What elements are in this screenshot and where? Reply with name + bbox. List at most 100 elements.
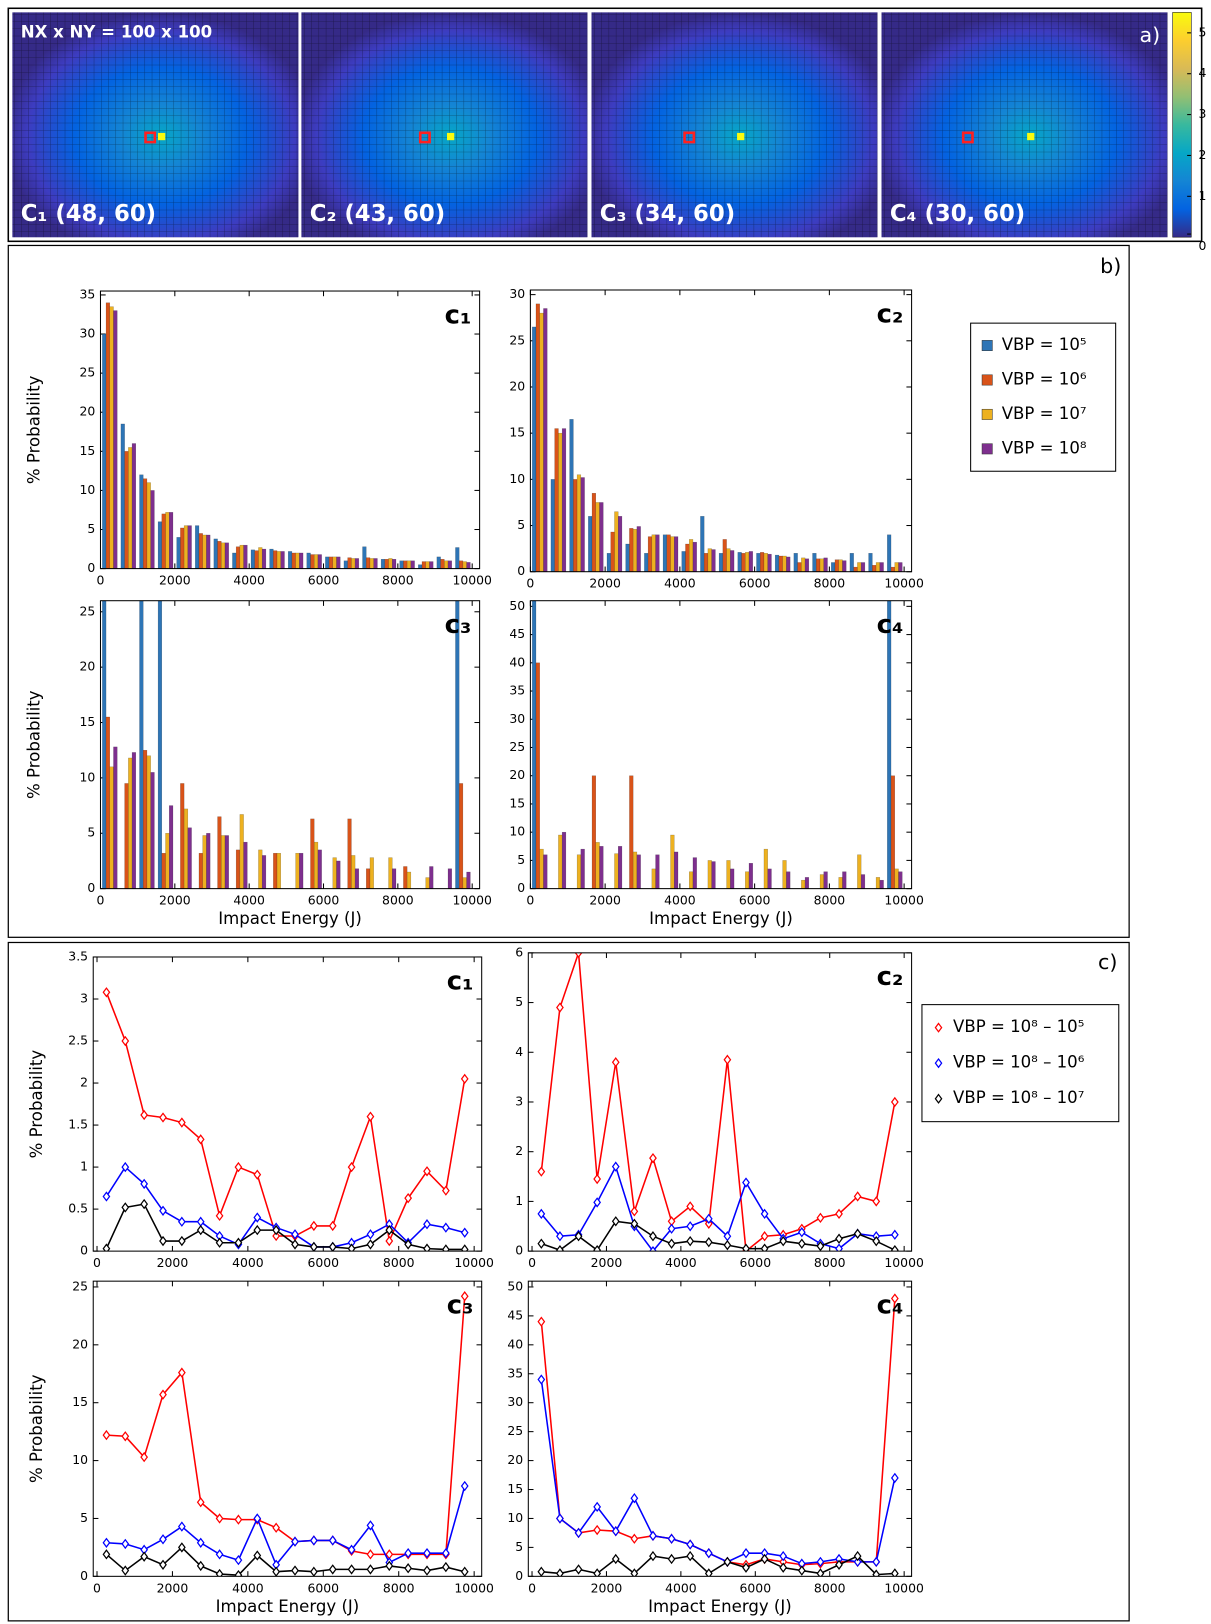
marker <box>649 1152 657 1164</box>
marker <box>890 1096 899 1108</box>
marker <box>686 1539 695 1550</box>
bar <box>842 560 847 572</box>
marker <box>272 1230 281 1242</box>
marker <box>366 1111 375 1122</box>
marker <box>537 1238 546 1249</box>
colorbar-tick-label: 2 <box>1199 147 1207 162</box>
y-tick-label: 40 <box>507 1336 523 1351</box>
bar <box>287 551 293 569</box>
bar <box>591 492 596 572</box>
bar <box>801 557 806 572</box>
bar <box>369 857 374 889</box>
marker <box>742 1177 750 1188</box>
y-tick-label: 25 <box>80 603 96 618</box>
marker <box>404 1548 413 1559</box>
bar <box>161 852 166 889</box>
bar <box>243 841 248 889</box>
marker <box>853 1191 862 1202</box>
marks <box>102 1291 469 1577</box>
bar <box>670 834 675 889</box>
line <box>541 1555 895 1576</box>
marker <box>630 1568 639 1577</box>
legend-label: VBP = 10⁶ <box>1002 369 1087 388</box>
bar <box>647 536 653 572</box>
x-tick-label: 6000 <box>740 1255 772 1270</box>
bar <box>655 854 660 889</box>
bar <box>618 846 623 889</box>
marker <box>574 952 583 959</box>
bar <box>388 857 393 889</box>
y-tick-label: 6 <box>515 944 523 959</box>
x-tick-label: 6000 <box>308 1255 340 1270</box>
heatmap-grid <box>12 12 299 238</box>
bar <box>466 562 471 569</box>
bar <box>295 852 300 889</box>
bar <box>711 861 716 889</box>
marker <box>253 1513 262 1524</box>
bar <box>872 565 877 572</box>
marker <box>234 1569 243 1577</box>
subplot: 0 1 2 3 4 5 6 0 2000 4000 6000 8000 10000 c₂ <box>515 944 924 1270</box>
x-tick-label: 10000 <box>884 893 924 908</box>
bar <box>291 552 296 569</box>
x-tick-label: 10000 <box>454 1255 494 1270</box>
marker <box>723 1556 732 1568</box>
marker <box>196 1497 205 1508</box>
marker <box>121 1431 130 1442</box>
bar <box>258 547 263 569</box>
target-cell <box>418 131 431 144</box>
bar <box>425 877 430 889</box>
line <box>106 1485 466 1567</box>
y-tick-label: 1.5 <box>68 1117 88 1132</box>
bar <box>632 851 638 889</box>
marker <box>102 1537 111 1548</box>
marker <box>630 1493 639 1504</box>
x-axis-label: Impact Energy (J) <box>649 909 793 928</box>
bar <box>131 752 137 889</box>
bar <box>860 562 866 572</box>
plot-area <box>100 291 480 569</box>
bar <box>786 556 791 572</box>
target-cell <box>961 131 974 144</box>
legend-box <box>970 322 1117 472</box>
x-tick-label: 0 <box>93 1255 101 1270</box>
bar <box>890 775 895 889</box>
bar <box>139 600 144 889</box>
bar <box>183 808 189 889</box>
x-tick-label: 6000 <box>739 893 771 908</box>
marker <box>177 1542 186 1553</box>
bar <box>447 868 452 889</box>
bar <box>261 855 267 889</box>
bar <box>169 512 174 569</box>
bar <box>198 533 203 569</box>
bar <box>306 552 311 569</box>
marker <box>611 1216 620 1227</box>
x-tick-label: 6000 <box>308 893 340 908</box>
y-tick-label: 15 <box>507 1481 523 1496</box>
marker <box>291 1229 299 1240</box>
bar <box>261 548 267 569</box>
heatmap-grid <box>591 12 878 238</box>
peak-cell <box>447 132 455 141</box>
marker <box>121 1035 130 1047</box>
cell-label: C₁ (48, 60) <box>21 201 156 227</box>
bar <box>849 553 854 572</box>
marker <box>872 1196 881 1207</box>
marker <box>177 1117 186 1128</box>
x-tick-label: 10000 <box>884 1255 924 1270</box>
y-tick-label: 20 <box>509 767 525 782</box>
bar <box>280 551 285 569</box>
panel-label: a) <box>1139 23 1160 47</box>
marker <box>460 1291 469 1302</box>
bar <box>700 516 705 572</box>
marker <box>140 1109 149 1121</box>
bar <box>131 443 137 569</box>
bar <box>299 852 304 889</box>
marker <box>723 1239 732 1251</box>
bar <box>217 816 222 889</box>
marker <box>159 1534 167 1545</box>
marker <box>441 1548 450 1559</box>
x-tick-label: 0 <box>526 893 534 908</box>
bar <box>455 547 460 569</box>
bar <box>406 560 412 569</box>
